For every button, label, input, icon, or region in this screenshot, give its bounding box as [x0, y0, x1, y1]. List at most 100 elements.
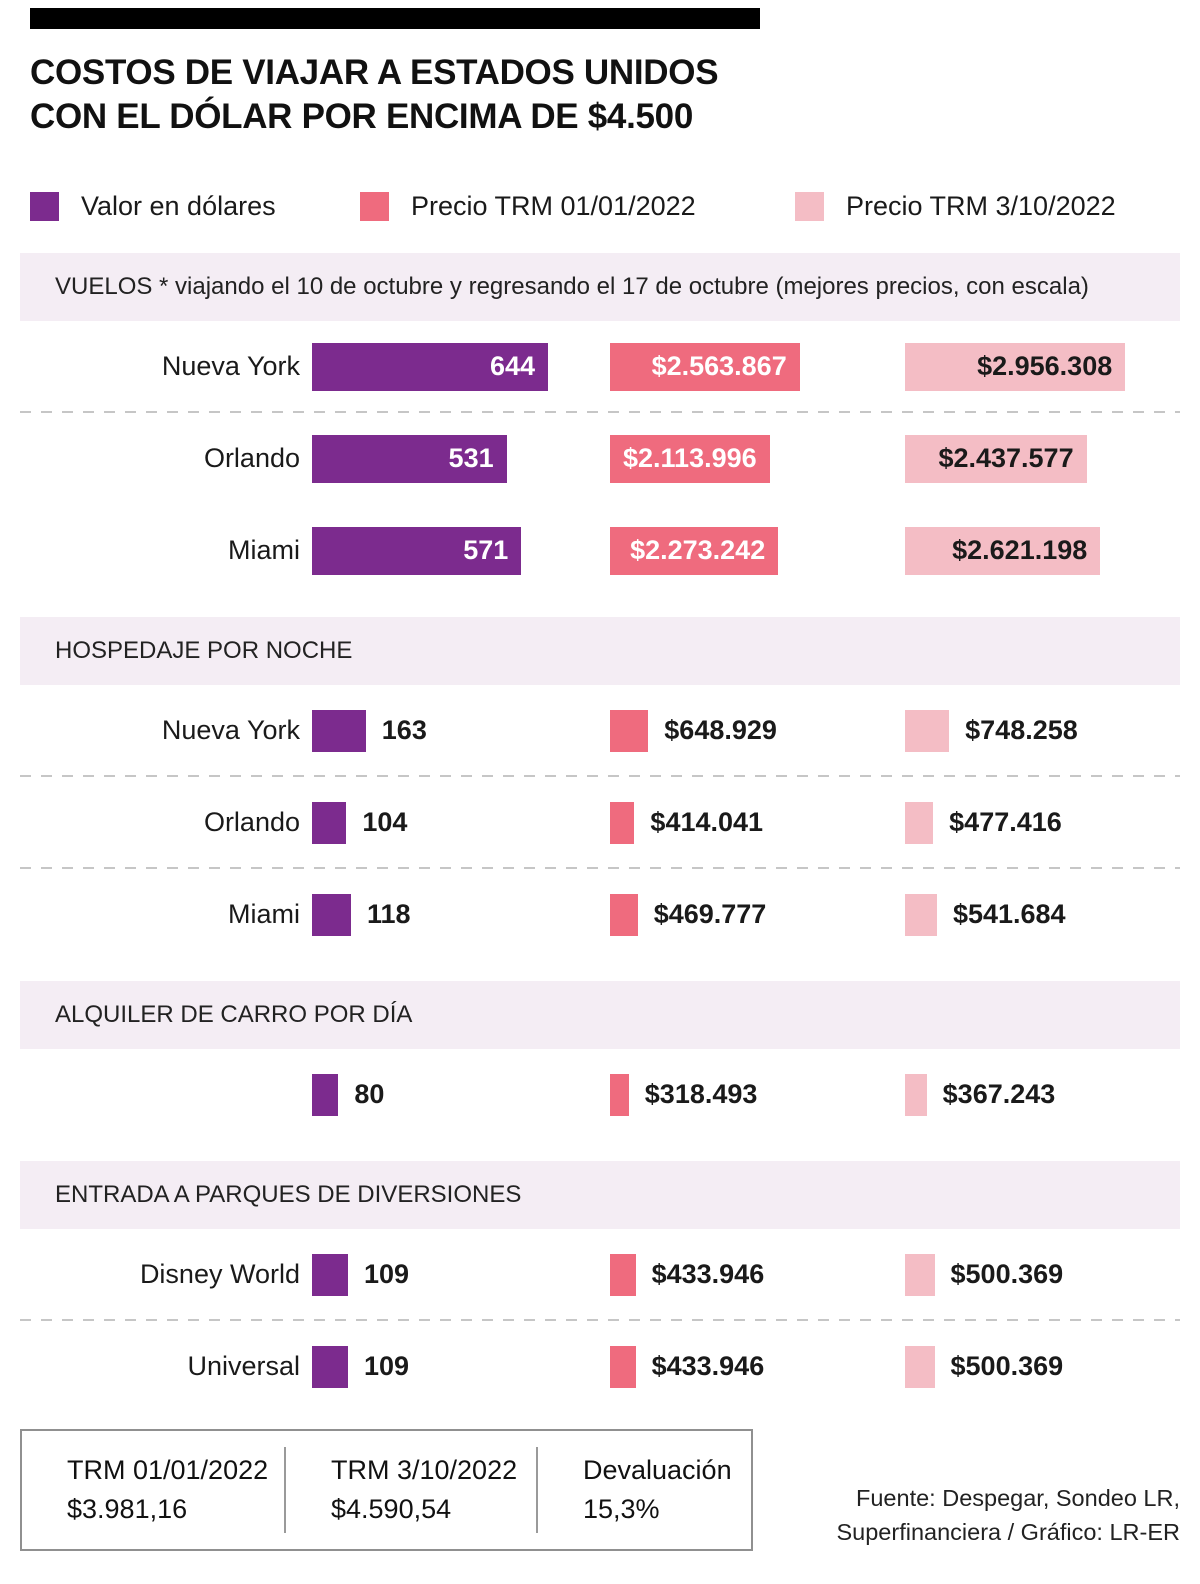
bar-cell: $433.946 — [610, 1253, 905, 1296]
oct-bar — [905, 1345, 935, 1388]
devaluation-cell: Devaluación 15,3% — [536, 1446, 751, 1533]
bar-cell: $469.777 — [610, 893, 905, 936]
jan-bar — [610, 893, 638, 936]
bar-value: $2.113.996 — [623, 443, 757, 473]
trm-jan-label: TRM 01/01/2022 — [67, 1454, 269, 1485]
bar-value: 109 — [363, 1259, 410, 1289]
bar-cell: $2.437.577 — [905, 434, 1180, 483]
chart-row: Miami 118 $469.777 $541.684 — [20, 869, 1180, 961]
bar-value: $433.946 — [651, 1351, 765, 1381]
jan-bar — [610, 1253, 636, 1296]
oct-bar — [905, 709, 950, 752]
jan-bar: $2.563.867 — [610, 342, 800, 391]
chart-row: Universal 109 $433.946 $500.369 — [20, 1321, 1180, 1413]
bar-cell: $318.493 — [610, 1073, 905, 1116]
jan-bar — [610, 801, 635, 844]
bar-cell: $648.929 — [610, 709, 905, 752]
bar-cell: 80 — [312, 1073, 610, 1116]
trm-jan-color-swatch — [360, 191, 389, 221]
bar-cell: 571 — [312, 526, 610, 575]
bar-cell: $477.416 — [905, 801, 1180, 844]
bar-value: 531 — [448, 443, 494, 473]
bar-value: $541.684 — [952, 899, 1066, 929]
bar-cell: $2.621.198 — [905, 526, 1180, 575]
bar-value: 109 — [363, 1351, 410, 1381]
row-label: Orlando — [203, 807, 300, 837]
legend-item-trm-jan: Precio TRM 01/01/2022 — [360, 191, 696, 222]
oct-bar: $2.621.198 — [905, 526, 1101, 575]
jan-bar: $2.113.996 — [610, 434, 770, 483]
usd-bar: 571 — [312, 526, 522, 575]
oct-bar — [905, 893, 937, 936]
oct-bar: $2.956.308 — [905, 342, 1126, 391]
oct-bar — [905, 1073, 927, 1116]
title-line-2: CON EL DÓLAR POR ENCIMA DE $4.500 — [30, 96, 694, 136]
section-rows: 80 $318.493 $367.243 — [20, 1049, 1180, 1141]
section-header: ENTRADA A PARQUES DE DIVERSIONES — [20, 1160, 1180, 1229]
jan-bar — [610, 1073, 629, 1116]
bar-value: $2.273.242 — [630, 535, 766, 565]
legend: Valor en dólares Precio TRM 01/01/2022 P… — [30, 191, 1180, 221]
row-label: Miami — [228, 535, 300, 565]
infographic-page: COSTOS DE VIAJAR A ESTADOS UNIDOS CON EL… — [20, 8, 1180, 1551]
bar-cell: $500.369 — [905, 1253, 1180, 1296]
trm-oct-value: $4.590,54 — [331, 1493, 452, 1524]
row-label: Orlando — [203, 443, 300, 473]
bar-value: $414.041 — [650, 807, 764, 837]
chart-row: Disney World 109 $433.946 $500.369 — [20, 1229, 1180, 1321]
trm-summary-box: TRM 01/01/2022 $3.981,16 TRM 3/10/2022 $… — [20, 1428, 753, 1551]
usd-bar: 644 — [312, 342, 549, 391]
chart-row: Orlando 531 $2.113.996 $2.437.577 — [20, 413, 1180, 505]
row-label: Disney World — [139, 1259, 300, 1289]
bar-value: 104 — [362, 807, 408, 837]
legend-item-usd: Valor en dólares — [30, 191, 276, 222]
section-rows: Disney World 109 $433.946 $500.369 Universal… — [20, 1229, 1180, 1413]
trm-jan-cell: TRM 01/01/2022 $3.981,16 — [22, 1447, 284, 1533]
bar-value: $748.258 — [965, 715, 1078, 745]
section-rows: Nueva York 644 $2.563.867 $2.956.308 Orlando… — [20, 321, 1180, 597]
row-label: Nueva York — [161, 715, 300, 745]
chart-row: Nueva York 644 $2.563.867 $2.956.308 — [20, 321, 1180, 413]
bar-cell: $541.684 — [905, 893, 1180, 936]
bar-value: 80 — [354, 1079, 385, 1109]
bar-cell: $367.243 — [905, 1073, 1180, 1116]
section-header: VUELOS * viajando el 10 de octubre y reg… — [20, 252, 1180, 321]
usd-bar — [312, 1345, 348, 1388]
bar-cell: $2.956.308 — [905, 342, 1180, 391]
chart: VUELOS * viajando el 10 de octubre y reg… — [20, 252, 1180, 1413]
bar-value: $2.956.308 — [977, 351, 1113, 381]
trm-oct-cell: TRM 3/10/2022 $4.590,54 — [284, 1446, 536, 1533]
page-title: COSTOS DE VIAJAR A ESTADOS UNIDOS CON EL… — [30, 51, 1180, 139]
usd-bar — [312, 893, 351, 936]
chart-row: 80 $318.493 $367.243 — [20, 1049, 1180, 1141]
source-line-1: Fuente: Despegar, Sondeo LR, — [856, 1484, 1180, 1511]
chart-row: Nueva York 163 $648.929 $748.258 — [20, 685, 1180, 777]
usd-bar — [312, 709, 366, 752]
legend-item-trm-oct: Precio TRM 3/10/2022 — [795, 191, 1116, 222]
section-rows: Nueva York 163 $648.929 $748.258 Orlando 104 $… — [20, 685, 1180, 961]
bar-value: $500.369 — [950, 1351, 1064, 1381]
bar-cell: 163 — [312, 709, 610, 752]
bar-value: 118 — [366, 899, 411, 929]
footer: TRM 01/01/2022 $3.981,16 TRM 3/10/2022 $… — [20, 1428, 1180, 1551]
source-line-2: Superfinanciera / Gráfico: LR-ER — [836, 1518, 1180, 1545]
bar-cell: 109 — [312, 1253, 610, 1296]
bar-value: 163 — [381, 715, 427, 745]
title-line-1: COSTOS DE VIAJAR A ESTADOS UNIDOS — [30, 53, 719, 92]
section-header: HOSPEDAJE POR NOCHE — [20, 616, 1180, 685]
usd-bar — [312, 1253, 348, 1296]
bar-cell: $2.273.242 — [610, 526, 905, 575]
bar-cell: $433.946 — [610, 1345, 905, 1388]
row-label: Nueva York — [161, 351, 300, 381]
chart-row: Miami 571 $2.273.242 $2.621.198 — [20, 505, 1180, 597]
bar-cell: $414.041 — [610, 801, 905, 844]
bar-cell: 104 — [312, 801, 610, 844]
bar-value: 571 — [463, 535, 509, 565]
top-black-bar — [30, 8, 760, 29]
jan-bar — [610, 1345, 636, 1388]
jan-bar — [610, 709, 649, 752]
row-label: Universal — [187, 1351, 300, 1381]
bar-value: $2.621.198 — [952, 535, 1088, 565]
usd-bar — [312, 801, 347, 844]
trm-oct-color-swatch — [795, 191, 824, 221]
